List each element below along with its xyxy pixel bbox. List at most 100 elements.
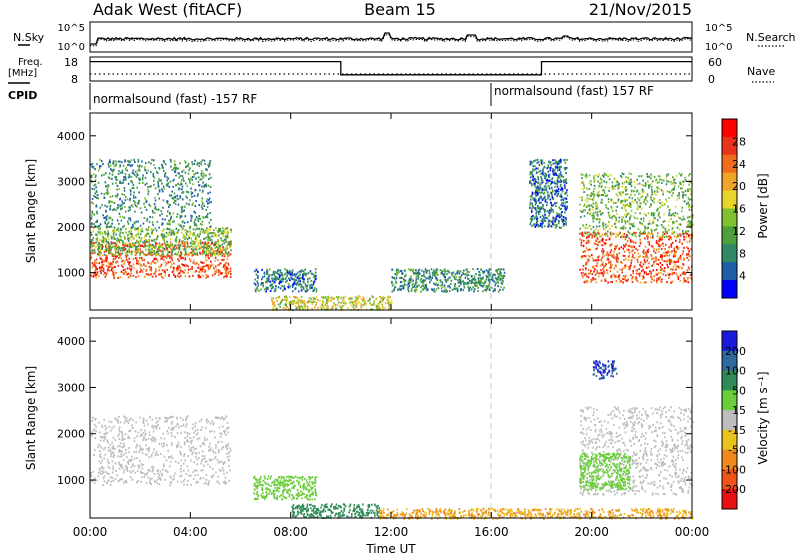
heatmap-cell [221, 254, 224, 257]
heatmap-cell [622, 278, 624, 281]
heatmap-cell [645, 253, 648, 256]
heatmap-cell [652, 236, 654, 239]
heatmap-cell [656, 209, 658, 212]
heatmap-cell [477, 281, 480, 284]
heatmap-cell [628, 268, 630, 271]
heatmap-cell [497, 278, 500, 281]
heatmap-cell [670, 236, 672, 239]
heatmap-cell [655, 224, 658, 227]
heatmap-cell [152, 159, 155, 162]
heatmap-cell [120, 264, 123, 267]
heatmap-cell [320, 307, 323, 310]
heatmap-cell [408, 284, 411, 287]
heatmap-cell [274, 305, 276, 308]
heatmap-cell [170, 232, 173, 235]
heatmap-cell [190, 217, 193, 220]
heatmap-cell [615, 218, 618, 221]
heatmap-cell [544, 176, 547, 178]
heatmap-cell [177, 268, 180, 271]
heatmap-cell [597, 241, 600, 244]
heatmap-cell [680, 234, 682, 237]
heatmap-cell [210, 232, 212, 234]
heatmap-cell [110, 268, 113, 271]
heatmap-cell [266, 281, 268, 284]
heatmap-cell [219, 244, 222, 247]
heatmap-cell [392, 283, 395, 286]
heatmap-cell [407, 290, 410, 293]
heatmap-cell [534, 159, 537, 162]
heatmap-cell [180, 252, 183, 255]
heatmap-cell [393, 277, 396, 279]
heatmap-cell [604, 186, 607, 189]
heatmap-cell [300, 289, 303, 292]
heatmap-cell [217, 264, 219, 267]
heatmap-cell [624, 266, 626, 269]
heatmap-cell [90, 239, 93, 241]
heatmap-cell [315, 304, 317, 306]
heatmap-cell [198, 271, 200, 274]
heatmap-cell [162, 166, 164, 169]
heatmap-cell [111, 263, 114, 266]
heatmap-cell [557, 190, 560, 193]
heatmap-cell [676, 233, 679, 235]
heatmap-cell [196, 161, 199, 164]
heatmap-cell [198, 184, 200, 187]
heatmap-cell [674, 235, 676, 238]
heatmap-cell [203, 265, 206, 268]
heatmap-cell [621, 199, 624, 202]
heatmap-cell [616, 253, 618, 256]
heatmap-cell [604, 278, 606, 281]
heatmap-cell [107, 267, 109, 270]
heatmap-cell [94, 192, 96, 195]
heatmap-cell [635, 247, 637, 250]
heatmap-cell [586, 200, 589, 203]
heatmap-cell [130, 204, 133, 207]
heatmap-cell [196, 253, 199, 256]
heatmap-cell [556, 181, 559, 184]
heatmap-cell [597, 259, 600, 262]
heatmap-cell [181, 205, 184, 208]
heatmap-cell [111, 182, 114, 185]
heatmap-cell [196, 252, 198, 255]
heatmap-cell [190, 187, 192, 190]
heatmap-cell [641, 188, 644, 191]
heatmap-cell [652, 214, 655, 217]
heatmap-cell [534, 207, 536, 210]
heatmap-cell [254, 288, 257, 291]
heatmap-cell [285, 295, 287, 298]
heatmap-cell [355, 303, 358, 306]
heatmap-cell [210, 218, 212, 221]
heatmap-cell [556, 190, 559, 193]
heatmap-cell [611, 217, 613, 220]
heatmap-cell [667, 266, 669, 269]
heatmap-cell [222, 246, 225, 248]
heatmap-cell [101, 239, 103, 242]
heatmap-cell [294, 282, 296, 285]
heatmap-cell [539, 216, 542, 219]
heatmap-cell [537, 182, 540, 185]
heatmap-cell [208, 221, 211, 224]
heatmap-cell [129, 219, 132, 222]
heatmap-cell [272, 270, 275, 273]
heatmap-cell [109, 161, 111, 164]
heatmap-cell [162, 185, 165, 188]
heatmap-cell [648, 175, 651, 178]
heatmap-cell [298, 308, 301, 311]
heatmap-cell [179, 257, 182, 259]
heatmap-cell [670, 268, 672, 271]
heatmap-cell [587, 234, 589, 237]
heatmap-cell [129, 188, 132, 191]
heatmap-cell [657, 263, 660, 266]
heatmap-cell [679, 183, 681, 185]
heatmap-cell [299, 299, 301, 302]
heatmap-cell [560, 207, 562, 210]
heatmap-cell [225, 251, 227, 254]
heatmap-cell [207, 202, 209, 205]
heatmap-cell [658, 277, 660, 280]
heatmap-cell [643, 272, 646, 275]
heatmap-cell [110, 252, 112, 255]
heatmap-cell [657, 200, 660, 203]
heatmap-cell [531, 205, 534, 207]
heatmap-cell [444, 286, 446, 289]
heatmap-cell [426, 289, 428, 292]
